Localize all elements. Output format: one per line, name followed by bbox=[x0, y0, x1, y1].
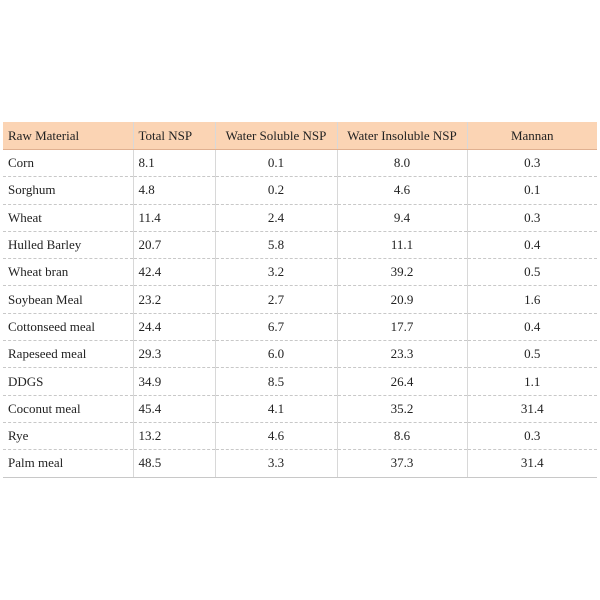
table-row: Wheat bran 42.4 3.2 39.2 0.5 bbox=[3, 258, 597, 287]
table-cell: 31.4 bbox=[467, 449, 597, 478]
table-cell: 37.3 bbox=[337, 449, 468, 478]
table-cell: 1.6 bbox=[467, 285, 597, 314]
table-cell: 8.6 bbox=[337, 422, 468, 451]
column-header: Water Insoluble NSP bbox=[337, 122, 468, 150]
table-cell: 24.4 bbox=[133, 313, 216, 342]
row-label: Wheat bbox=[3, 204, 134, 232]
row-label: DDGS bbox=[3, 367, 134, 396]
table-cell: 23.3 bbox=[337, 340, 468, 369]
table-row: Palm meal 48.5 3.3 37.3 31.4 bbox=[3, 449, 597, 478]
column-header: Total NSP bbox=[133, 122, 216, 150]
table-cell: 0.4 bbox=[467, 313, 597, 342]
table-cell: 8.5 bbox=[215, 367, 338, 396]
table-row: Rye 13.2 4.6 8.6 0.3 bbox=[3, 422, 597, 451]
table-row: Coconut meal 45.4 4.1 35.2 31.4 bbox=[3, 395, 597, 423]
table-cell: 2.4 bbox=[215, 204, 338, 232]
table-cell: 0.3 bbox=[467, 422, 597, 451]
row-label: Rapeseed meal bbox=[3, 340, 134, 369]
table-cell: 34.9 bbox=[133, 367, 216, 396]
table-cell: 4.1 bbox=[215, 395, 338, 423]
table-cell: 4.6 bbox=[215, 422, 338, 451]
table-cell: 0.4 bbox=[467, 231, 597, 260]
table-cell: 42.4 bbox=[133, 258, 216, 287]
table-cell: 39.2 bbox=[337, 258, 468, 287]
row-label: Coconut meal bbox=[3, 395, 134, 423]
table-cell: 3.2 bbox=[215, 258, 338, 287]
table-cell: 5.8 bbox=[215, 231, 338, 260]
table-cell: 8.0 bbox=[337, 149, 468, 178]
table-row: Wheat 11.4 2.4 9.4 0.3 bbox=[3, 204, 597, 232]
table-row: Hulled Barley 20.7 5.8 11.1 0.4 bbox=[3, 231, 597, 260]
table-cell: 4.6 bbox=[337, 176, 468, 205]
table-cell: 0.3 bbox=[467, 204, 597, 232]
table-cell: 2.7 bbox=[215, 285, 338, 314]
table-cell: 6.7 bbox=[215, 313, 338, 342]
table-cell: 0.5 bbox=[467, 340, 597, 369]
row-label: Corn bbox=[3, 149, 134, 178]
table-body: Corn 8.1 0.1 8.0 0.3 Sorghum 4.8 0.2 4.6 0.1 Wheat… bbox=[3, 149, 597, 478]
table-cell: 0.5 bbox=[467, 258, 597, 287]
table-cell: 45.4 bbox=[133, 395, 216, 423]
column-header: Mannan bbox=[467, 122, 597, 150]
table-cell: 4.8 bbox=[133, 176, 216, 205]
table-row: Corn 8.1 0.1 8.0 0.3 bbox=[3, 149, 597, 178]
column-header: Raw Material bbox=[3, 122, 134, 150]
table-cell: 8.1 bbox=[133, 149, 216, 178]
table-header: Raw Material Total NSP Water Soluble NSP Wa… bbox=[3, 122, 597, 150]
table-cell: 0.2 bbox=[215, 176, 338, 205]
table-cell: 17.7 bbox=[337, 313, 468, 342]
table-cell: 13.2 bbox=[133, 422, 216, 451]
table-cell: 3.3 bbox=[215, 449, 338, 478]
row-label: Soybean Meal bbox=[3, 285, 134, 314]
row-label: Palm meal bbox=[3, 449, 134, 478]
table-cell: 11.4 bbox=[133, 204, 216, 232]
table-cell: 20.7 bbox=[133, 231, 216, 260]
table-cell: 11.1 bbox=[337, 231, 468, 260]
row-label: Hulled Barley bbox=[3, 231, 134, 260]
table-cell: 35.2 bbox=[337, 395, 468, 423]
table-cell: 23.2 bbox=[133, 285, 216, 314]
table-cell: 0.3 bbox=[467, 149, 597, 178]
header-row: Raw Material Total NSP Water Soluble NSP Wa… bbox=[3, 122, 597, 150]
column-header: Water Soluble NSP bbox=[215, 122, 338, 150]
table-row: DDGS 34.9 8.5 26.4 1.1 bbox=[3, 367, 597, 396]
table-cell: 9.4 bbox=[337, 204, 468, 232]
table-row: Cottonseed meal 24.4 6.7 17.7 0.4 bbox=[3, 313, 597, 342]
row-label: Wheat bran bbox=[3, 258, 134, 287]
table-row: Rapeseed meal 29.3 6.0 23.3 0.5 bbox=[3, 340, 597, 369]
table-cell: 0.1 bbox=[467, 176, 597, 205]
table-cell: 26.4 bbox=[337, 367, 468, 396]
row-label: Cottonseed meal bbox=[3, 313, 134, 342]
table-cell: 31.4 bbox=[467, 395, 597, 423]
table-cell: 6.0 bbox=[215, 340, 338, 369]
table-cell: 0.1 bbox=[215, 149, 338, 178]
table-cell: 20.9 bbox=[337, 285, 468, 314]
nsp-table: Raw Material Total NSP Water Soluble NSP Wa… bbox=[3, 122, 597, 478]
table-cell: 1.1 bbox=[467, 367, 597, 396]
table-row: Sorghum 4.8 0.2 4.6 0.1 bbox=[3, 176, 597, 205]
table-cell: 48.5 bbox=[133, 449, 216, 478]
row-label: Sorghum bbox=[3, 176, 134, 205]
row-label: Rye bbox=[3, 422, 134, 451]
table-cell: 29.3 bbox=[133, 340, 216, 369]
table-row: Soybean Meal 23.2 2.7 20.9 1.6 bbox=[3, 285, 597, 314]
